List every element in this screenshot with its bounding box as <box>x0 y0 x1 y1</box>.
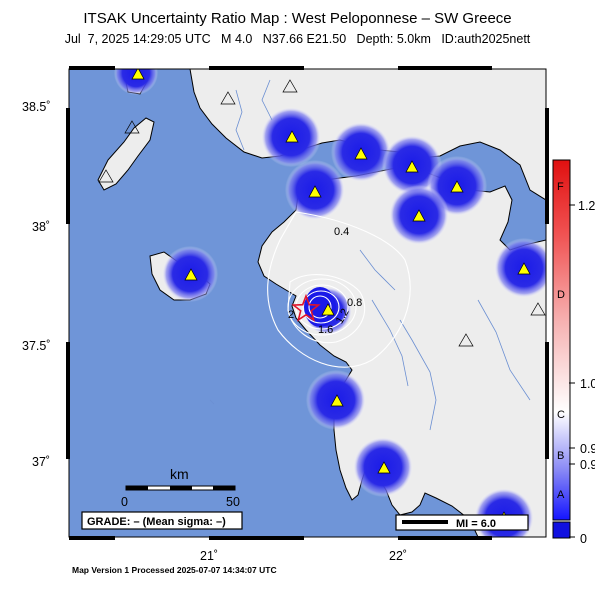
station-marker <box>308 185 322 198</box>
map-subtitle: Jul 7, 2025 14:29:05 UTC M 4.0 N37.66 E2… <box>64 32 531 46</box>
station-marker-unused <box>458 333 474 347</box>
station-marker-unused <box>98 169 114 183</box>
colorbar-label: 1.2 <box>578 199 595 213</box>
lat-axis-labels: 38.5˚ 38˚ 37.5˚ 37˚ <box>22 100 51 469</box>
map-frame <box>66 66 549 540</box>
map-title: ITSAK Uncertainty Ratio Map : West Pelop… <box>83 10 512 27</box>
land-kefalonia <box>97 117 155 191</box>
colorbar-letter: F <box>557 181 564 193</box>
lat-label: 37˚ <box>32 455 50 469</box>
lat-label: 38.5˚ <box>22 100 51 114</box>
station-marker-unused <box>282 79 298 93</box>
colorbar-letter: B <box>557 450 564 462</box>
grade-text: GRADE: – (Mean sigma: –) <box>87 516 226 528</box>
epicenter-star <box>291 293 321 322</box>
mi-text: MI = 6.0 <box>456 518 496 530</box>
station-marker-unused <box>220 91 236 105</box>
station-marker <box>321 303 335 316</box>
station-marker <box>285 130 299 143</box>
mi-legend: MI = 6.0 <box>395 514 529 531</box>
station-marker-unused <box>530 302 546 316</box>
scale-start: 0 <box>121 495 128 509</box>
station-marker <box>354 147 368 160</box>
colorbar: 1.2 1.0 0.9 0.9 0 F D C B A <box>552 159 595 546</box>
contour-label-0-8: 0.8 <box>347 297 362 309</box>
station-marker <box>412 209 426 222</box>
scale-unit: km <box>170 466 189 482</box>
station-marker <box>517 262 531 275</box>
scale-bar: km 0 50 <box>121 466 240 509</box>
station-marker <box>184 268 198 281</box>
lat-label: 37.5˚ <box>22 339 51 353</box>
rivers <box>209 79 531 431</box>
contour-label-0-4: 0.4 <box>334 226 349 238</box>
colorbar-letter: D <box>557 289 565 301</box>
colorbar-label: 0.9 <box>580 442 595 456</box>
station-marker <box>450 180 464 193</box>
processing-footer: Map Version 1 Processed 2025-07-07 14:34… <box>72 565 277 575</box>
contour-label-2: 2 <box>288 309 294 321</box>
contour-lines <box>267 211 411 368</box>
station-marker <box>131 69 145 80</box>
colorbar-label: 0.9 <box>580 458 595 472</box>
station-marker <box>330 394 344 407</box>
lat-label: 38˚ <box>32 220 50 234</box>
contour-label-1-6: 1.6 <box>318 324 333 336</box>
colorbar-letter: A <box>557 489 565 501</box>
station-marker <box>377 461 391 474</box>
colorbar-label: 0 <box>580 532 587 546</box>
grade-box: GRADE: – (Mean sigma: –) <box>81 511 243 530</box>
station-marker <box>405 160 419 173</box>
map-area: 0.4 0.8 1.2 1.6 2 <box>69 69 546 537</box>
scale-end: 50 <box>226 495 240 509</box>
lon-axis-labels: 21˚ 22˚ <box>200 549 407 563</box>
lon-label: 21˚ <box>200 549 218 563</box>
contour-labels: 0.4 0.8 1.2 1.6 2 <box>288 226 362 336</box>
lon-label: 22˚ <box>389 549 407 563</box>
station-marker-unused <box>124 120 140 134</box>
colorbar-label: 1.0 <box>580 377 595 391</box>
colorbar-letter: C <box>557 409 565 421</box>
